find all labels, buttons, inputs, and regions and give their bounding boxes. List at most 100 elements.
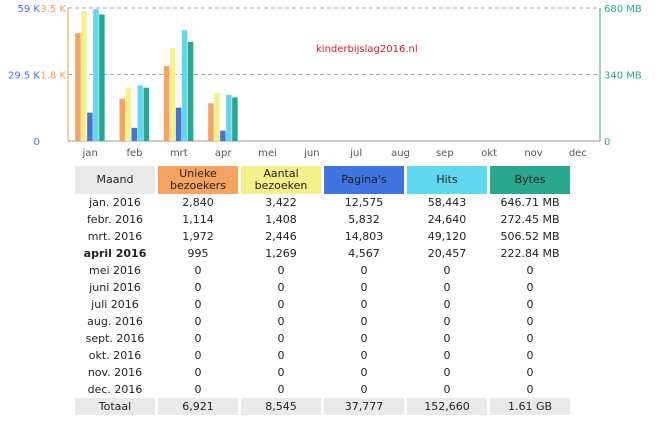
x-tick-label: aug <box>391 148 410 159</box>
bar <box>131 127 137 141</box>
cell-unique: 1,972 <box>182 230 214 243</box>
header-unique-visitors: Unieke bezoekers <box>158 166 238 194</box>
cell-hits: 0 <box>443 315 451 328</box>
table-row: jan. 2016 2,840 3,422 12,575 58,443 646.71 MB <box>75 194 570 211</box>
cell-bytes: 506.52 MB <box>500 230 560 243</box>
right-tick-label-bytes: 0 <box>604 137 610 148</box>
table-body: jan. 2016 2,840 3,422 12,575 58,443 646.71 MB… <box>75 194 570 415</box>
cell-hits: 0 <box>443 383 451 396</box>
x-tick-label: mrt <box>170 148 188 159</box>
cell-unique: 2,840 <box>182 196 214 209</box>
chart-axes <box>67 8 601 142</box>
bar <box>208 103 214 141</box>
table-row: mrt. 2016 1,972 2,446 14,803 49,120 506.52 MB <box>75 228 570 245</box>
cell-unique: 0 <box>194 349 202 362</box>
chart-bars <box>75 9 238 142</box>
cell-hits: 58,443 <box>427 196 467 209</box>
table-row: okt. 2016 0 0 0 0 0 <box>75 347 570 364</box>
cell-hits: 49,120 <box>427 230 467 243</box>
cell-visits: 0 <box>277 332 285 345</box>
cell-visits: 0 <box>277 298 285 311</box>
x-tick-label: jan <box>82 148 98 159</box>
cell-unique: 0 <box>194 315 202 328</box>
bar <box>226 94 232 141</box>
total-hits: 152,660 <box>407 398 487 415</box>
left-tick-label-unique: 59 K <box>18 4 41 15</box>
cell-unique: 0 <box>194 383 202 396</box>
cell-bytes: 0 <box>526 264 534 277</box>
cell-hits: 0 <box>443 298 451 311</box>
bar <box>214 92 220 141</box>
bar <box>137 85 143 141</box>
left-tick-label-visits: 1.8 K <box>40 71 66 82</box>
total-unique: 6,921 <box>158 398 238 415</box>
cell-visits: 0 <box>277 315 285 328</box>
cell-month: jan. 2016 <box>89 196 141 209</box>
left-tick-label-unique: 29.5 K <box>8 71 40 82</box>
table-row: dec. 2016 0 0 0 0 0 <box>75 381 570 398</box>
cell-pages: 4,567 <box>348 247 380 260</box>
cell-unique: 0 <box>194 366 202 379</box>
cell-unique: 0 <box>194 281 202 294</box>
header-bytes: Bytes <box>490 166 570 194</box>
cell-hits: 0 <box>443 349 451 362</box>
x-tick-label: sep <box>436 148 454 159</box>
total-pages: 37,777 <box>324 398 404 415</box>
cell-bytes: 0 <box>526 332 534 345</box>
x-tick-label: okt <box>481 148 497 159</box>
table-row: mei 2016 0 0 0 0 0 <box>75 262 570 279</box>
x-tick-label: dec <box>569 148 587 159</box>
table-row: sept. 2016 0 0 0 0 0 <box>75 330 570 347</box>
chart-grid <box>68 7 600 75</box>
cell-month: aug. 2016 <box>87 315 143 328</box>
bar <box>143 87 149 141</box>
table-row: nov. 2016 0 0 0 0 0 <box>75 364 570 381</box>
bar <box>119 98 125 141</box>
cell-bytes: 0 <box>526 349 534 362</box>
cell-visits: 0 <box>277 366 285 379</box>
cell-month: dec. 2016 <box>87 383 143 396</box>
cell-hits: 0 <box>443 264 451 277</box>
table-row: juli 2016 0 0 0 0 0 <box>75 296 570 313</box>
bar <box>181 30 188 141</box>
bar <box>169 48 176 141</box>
header-unique-visitors-label: Unieke bezoekers <box>169 167 227 192</box>
cell-month: nov. 2016 <box>87 366 143 379</box>
cell-month: okt. 2016 <box>88 349 142 362</box>
total-visits: 8,545 <box>241 398 321 415</box>
cell-bytes: 0 <box>526 366 534 379</box>
right-tick-label-bytes: 340 MB <box>604 71 642 82</box>
monthly-stats-table: Maand Unieke bezoekers Aantal bezoeken P… <box>72 166 573 415</box>
cell-bytes: 272.45 MB <box>500 213 560 226</box>
table-row: april 2016 995 1,269 4,567 20,457 222.84 MB <box>75 245 570 262</box>
x-tick-label: mei <box>258 148 277 159</box>
left-tick-label-unique: 0 <box>34 137 40 148</box>
chart-labels: 0 29.5 K 59 K 1.8 K 3.5 K 0 340 MB 680 MB jan feb… <box>8 4 642 159</box>
cell-visits: 2,446 <box>265 230 297 243</box>
cell-pages: 5,832 <box>348 213 380 226</box>
right-tick-label-bytes: 680 MB <box>604 4 642 15</box>
bar <box>232 97 238 141</box>
total-bytes: 1.61 GB <box>490 398 570 415</box>
bar <box>93 9 99 141</box>
cell-month: mei 2016 <box>88 264 142 277</box>
cell-bytes: 0 <box>526 315 534 328</box>
table-header-row: Maand Unieke bezoekers Aantal bezoeken P… <box>75 166 570 194</box>
bar <box>163 66 170 141</box>
cell-pages: 0 <box>360 315 368 328</box>
cell-hits: 24,640 <box>427 213 467 226</box>
bar <box>187 41 194 141</box>
cell-bytes: 646.71 MB <box>500 196 560 209</box>
bar <box>220 130 226 141</box>
table-total-row: Totaal 6,921 8,545 37,777 152,660 1.61 GB <box>75 398 570 415</box>
cell-visits: 0 <box>277 264 285 277</box>
cell-pages: 0 <box>360 332 368 345</box>
table-row: juni 2016 0 0 0 0 0 <box>75 279 570 296</box>
cell-pages: 0 <box>360 264 368 277</box>
monthly-bar-chart: 0 29.5 K 59 K 1.8 K 3.5 K 0 340 MB 680 MB jan feb… <box>8 4 642 159</box>
bar <box>81 10 87 141</box>
cell-month: juni 2016 <box>89 281 141 294</box>
cell-hits: 0 <box>443 366 451 379</box>
x-tick-label: nov <box>524 148 542 159</box>
cell-bytes: 0 <box>526 281 534 294</box>
